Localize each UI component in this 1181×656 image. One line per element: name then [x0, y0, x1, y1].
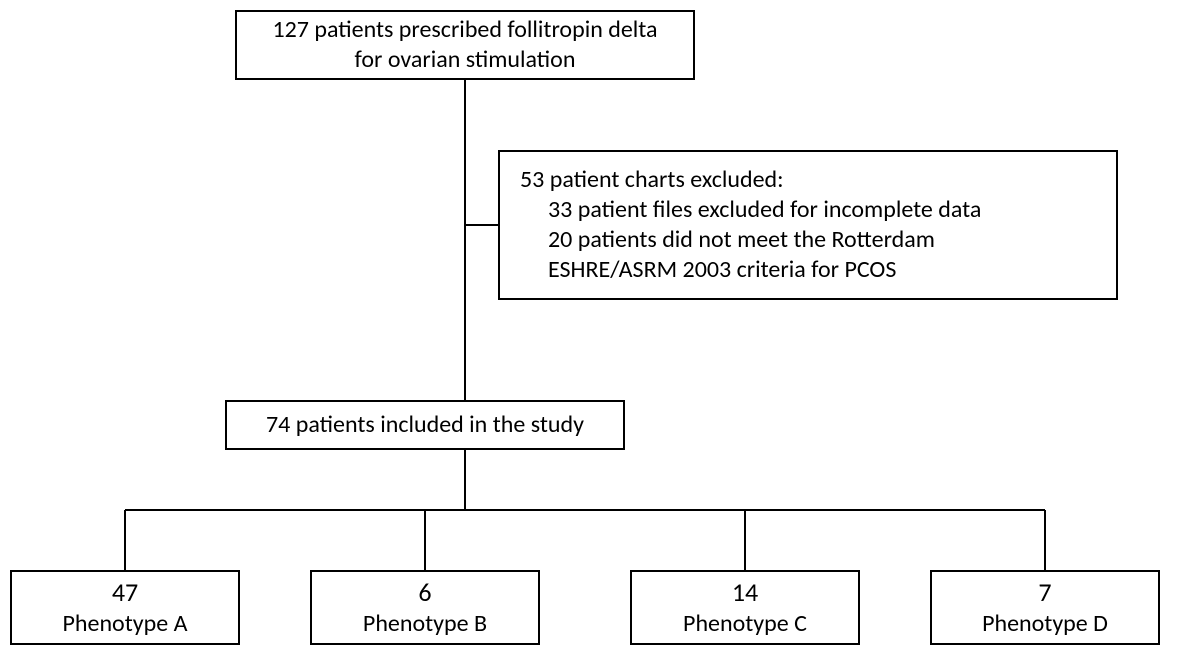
excluded-bullets: 33 patient files excluded for incomplete… — [520, 195, 1096, 285]
flowchart-connectors — [0, 0, 1181, 656]
phenotype-label: Phenotype D — [942, 609, 1148, 639]
node-included: 74 patients included in the study — [225, 400, 625, 450]
node-phenotype: 47Phenotype A — [10, 570, 240, 645]
node-phenotype: 6Phenotype B — [310, 570, 540, 645]
root-line1: 127 patients prescribed follitropin delt… — [247, 15, 683, 45]
phenotype-count: 7 — [942, 576, 1148, 609]
node-initial-cohort: 127 patients prescribed follitropin delt… — [235, 10, 695, 80]
excluded-bullet: ESHRE/ASRM 2003 criteria for PCOS — [520, 255, 1096, 285]
phenotype-label: Phenotype B — [322, 609, 528, 639]
excluded-bullet: 33 patient files excluded for incomplete… — [520, 195, 1096, 225]
phenotype-label: Phenotype C — [642, 609, 848, 639]
phenotype-label: Phenotype A — [22, 609, 228, 639]
included-text: 74 patients included in the study — [237, 410, 613, 440]
excluded-title: 53 patient charts excluded: — [520, 165, 1096, 195]
node-phenotype: 7Phenotype D — [930, 570, 1160, 645]
phenotype-count: 6 — [322, 576, 528, 609]
excluded-bullet: 20 patients did not meet the Rotterdam — [520, 225, 1096, 255]
phenotype-count: 47 — [22, 576, 228, 609]
node-excluded: 53 patient charts excluded: 33 patient f… — [498, 150, 1118, 300]
phenotype-count: 14 — [642, 576, 848, 609]
root-line2: for ovarian stimulation — [247, 45, 683, 75]
node-phenotype: 14Phenotype C — [630, 570, 860, 645]
